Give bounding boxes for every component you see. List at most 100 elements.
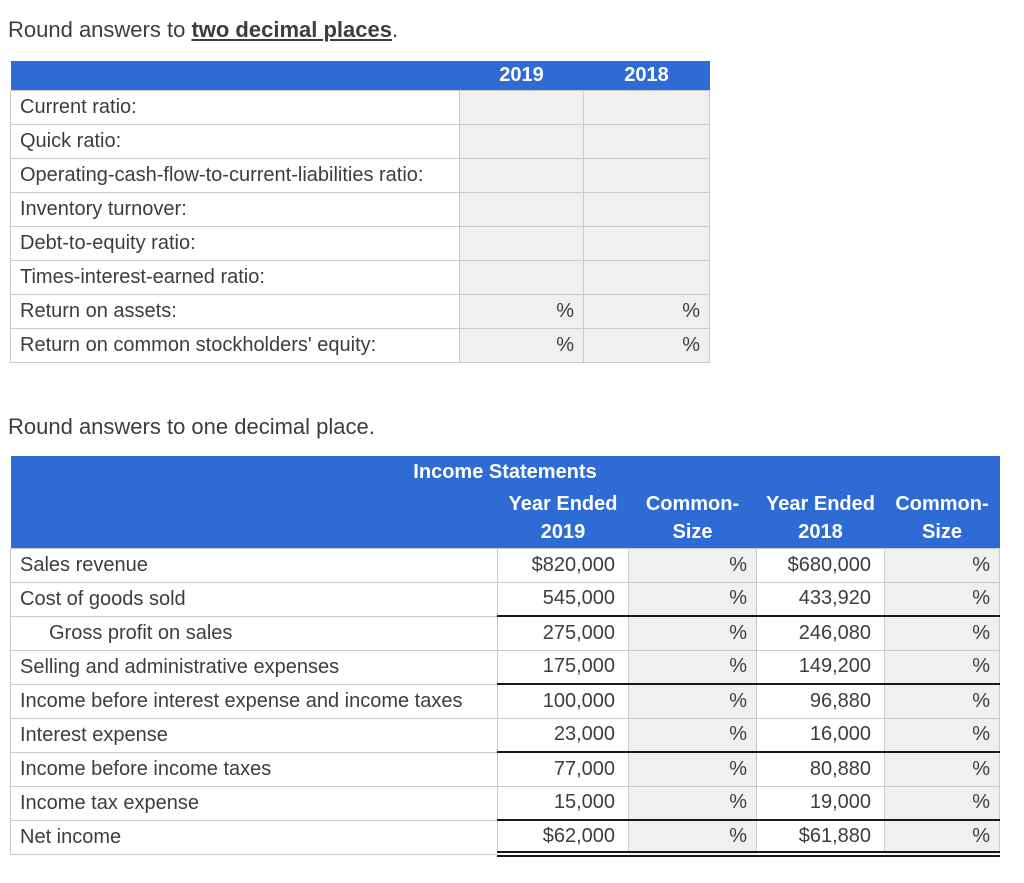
ratio-input-2019[interactable]: % [459,327,584,363]
income-value-2019: 175,000 [497,649,629,685]
income-value-2018: 80,880 [756,751,885,787]
header-line: Common- [895,492,989,515]
header-line: 2019 [540,520,586,543]
table-row: Sales revenue $820,000 % $680,000 % [10,547,1000,583]
ratios-table: 2019 2018 Current ratio: Quick ratio: Op… [10,61,710,363]
ratio-label: Return on assets: [10,293,460,329]
header-line: Year Ended [766,492,875,515]
table-row: Net income $62,000 % $61,880 % [10,819,1000,857]
income-row-label: Income before income taxes [10,751,498,787]
table-row: Selling and administrative expenses 175,… [10,649,1000,685]
instruction-two-decimals: Round answers to two decimal places. [8,16,1024,43]
table-row: Quick ratio: [10,123,710,159]
ratios-header-row: 2019 2018 [10,61,710,90]
ratio-label: Current ratio: [10,89,460,125]
ratio-input-2018[interactable] [583,89,710,125]
ratio-input-2018[interactable] [583,157,710,193]
common-size-input-2018[interactable]: % [884,819,1000,857]
income-value-2018: 16,000 [756,717,885,753]
income-row-label: Sales revenue [10,547,498,583]
common-size-input-2018[interactable]: % [884,717,1000,753]
income-value-2018: 19,000 [756,785,885,821]
table-row: Income before interest expense and incom… [10,683,1000,719]
ratio-input-2019[interactable] [459,191,584,227]
ratios-header-empty [11,61,460,90]
ratio-input-2019[interactable] [459,259,584,295]
income-value-2019: 545,000 [497,581,629,617]
common-size-input-2019[interactable]: % [628,649,757,685]
ratio-input-2019[interactable] [459,157,584,193]
table-row: Debt-to-equity ratio: [10,225,710,261]
income-row-label: Income before interest expense and incom… [10,683,498,719]
ratio-label: Operating-cash-flow-to-current-liabiliti… [10,157,460,193]
table-row: Return on common stockholders' equity: %… [10,327,710,363]
income-value-2019: 100,000 [497,683,629,719]
year-ended-2018-header: Year Ended 2018 [757,489,885,549]
income-value-2018: 246,080 [756,615,885,651]
common-size-input-2018[interactable]: % [884,751,1000,787]
table-row: Operating-cash-flow-to-current-liabiliti… [10,157,710,193]
ratio-input-2018[interactable] [583,191,710,227]
ratio-label: Return on common stockholders' equity: [10,327,460,363]
common-size-2019-header: Common- Size [629,489,757,549]
income-row-label: Income tax expense [10,785,498,821]
table-row: Times-interest-earned ratio: [10,259,710,295]
header-line: Common- [645,492,740,515]
common-size-input-2019[interactable]: % [628,683,757,719]
instruction-one-decimal: Round answers to one decimal place. [8,413,375,439]
common-size-input-2018[interactable]: % [884,547,1000,583]
common-size-input-2019[interactable]: % [628,615,757,651]
income-value-2018: 149,200 [756,649,885,685]
common-size-input-2019[interactable]: % [628,751,757,787]
table-row: Income tax expense 15,000 % 19,000 % [10,785,1000,821]
ratio-input-2019[interactable]: % [459,293,584,329]
income-header-row: Year Ended 2019 Common- Size Year Ended … [10,488,1000,549]
common-size-input-2019[interactable]: % [628,547,757,583]
ratio-input-2019[interactable] [459,89,584,125]
year-header-2019: 2019 [499,63,544,86]
ratio-input-2018[interactable]: % [583,327,710,363]
income-value-2019: 15,000 [497,785,629,821]
header-line: Size [921,520,963,543]
common-size-input-2019[interactable]: % [628,717,757,753]
ratio-input-2018[interactable] [583,225,710,261]
header-line: 2018 [798,520,843,543]
header-line: Size [672,520,713,543]
common-size-input-2019[interactable]: % [628,819,757,857]
income-statements-table: Income Statements Year Ended 2019 Common… [10,455,1000,857]
ratio-input-2018[interactable] [583,259,710,295]
common-size-input-2018[interactable]: % [884,785,1000,821]
table-row: Gross profit on sales 275,000 % 246,080 … [10,615,1000,651]
common-size-input-2018[interactable]: % [884,649,1000,685]
table-row: Inventory turnover: [10,191,710,227]
income-table-title: Income Statements [413,460,597,483]
common-size-input-2018[interactable]: % [884,615,1000,651]
table-row: Income before income taxes 77,000 % 80,8… [10,751,1000,787]
income-value-2019: 275,000 [497,615,629,651]
common-size-input-2018[interactable]: % [884,683,1000,719]
income-row-label: Net income [10,819,498,855]
income-value-2018: $61,880 [756,819,885,857]
income-value-2019: $820,000 [497,547,629,583]
common-size-input-2019[interactable]: % [628,785,757,821]
income-value-2018: 433,920 [756,581,885,617]
common-size-input-2018[interactable]: % [884,581,1000,617]
ratio-label: Debt-to-equity ratio: [10,225,460,261]
ratio-input-2019[interactable] [459,123,584,159]
ratio-input-2018[interactable]: % [583,293,710,329]
table-row: Current ratio: [10,89,710,125]
year-header-2018: 2018 [624,63,669,86]
year-ended-2019-header: Year Ended 2019 [498,489,629,549]
ratio-label: Times-interest-earned ratio: [10,259,460,295]
instruction-emphasis: two decimal places [191,17,392,42]
common-size-input-2019[interactable]: % [628,581,757,617]
income-value-2019: 23,000 [497,717,629,753]
income-value-2018: 96,880 [756,683,885,719]
income-row-label: Interest expense [10,717,498,753]
common-size-2018-header: Common- Size [885,489,1000,549]
ratio-input-2019[interactable] [459,225,584,261]
instruction-prefix: Round answers to [8,17,192,42]
instruction-suffix: . [391,17,399,42]
ratio-input-2018[interactable] [583,123,710,159]
header-line: Year Ended [508,492,618,515]
